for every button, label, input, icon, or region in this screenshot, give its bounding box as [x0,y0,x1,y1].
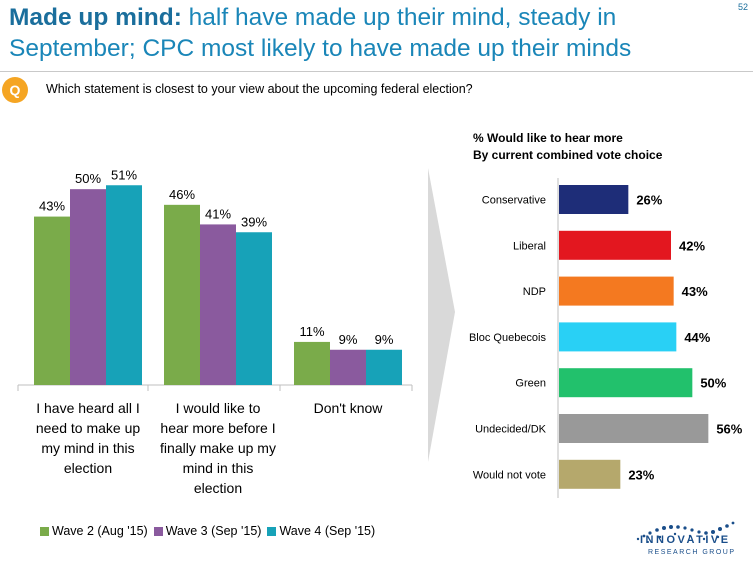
page-title: Made up mind: half have made up their mi… [9,2,709,64]
legend-item: Wave 3 (Sep '15) [153,524,262,538]
category-label: my mind in this [41,440,134,456]
bar [294,341,330,385]
category-label: election [194,480,242,496]
bar-value-label: 43% [39,199,65,214]
page-number: 52 [737,2,748,12]
right-chart-title: % Would like to hear more By current com… [473,130,662,164]
category-label: Liberal [513,240,546,252]
bar [559,322,677,352]
logo-dots-icon [636,521,735,543]
bar [330,349,366,385]
category-label: Green [515,378,546,390]
bar-value-label: 41% [205,206,231,221]
category-label: I would like to [176,400,261,416]
bar [559,230,671,260]
title-rest: half have made up their mind, steady in … [9,4,632,62]
bar [559,185,629,214]
bar [236,232,272,385]
legend-label: Wave 3 (Sep '15) [165,524,262,538]
logo-name: INNOVATIVE [640,534,731,546]
bar-value-label: 11% [299,324,324,339]
legend-item: Wave 2 (Aug '15) [40,524,148,538]
category-label: mind in this [183,460,254,476]
legend-label: Wave 4 (Sep '15) [279,524,376,538]
bar [70,189,106,385]
title-divider [0,71,753,72]
bar-value-label: 9% [339,332,358,347]
bar-value-label: 39% [241,214,267,229]
legend-label: Wave 2 (Aug '15) [52,524,148,538]
bar-value-label: 46% [169,187,195,202]
title-bold: Made up mind: [9,4,182,31]
legend-swatch [267,526,277,536]
bar-value-label: 42% [679,238,705,253]
category-label: Conservative [482,195,546,207]
right-bar-chart: Conservative 26% Liberal 42% NDP 43% Bloc Queb… [469,178,743,498]
bar [559,459,621,489]
bar-value-label: 56% [716,422,742,437]
category-label: NDP [523,286,546,298]
bar [164,204,200,385]
category-label: finally make up my [160,440,276,456]
bar [106,185,142,385]
question-badge: Q [2,77,28,103]
bar-value-label: 43% [682,284,708,299]
legend-swatch [153,526,163,536]
bar [559,414,709,443]
legend-swatch [40,526,49,536]
bar [559,276,674,306]
left-bar-chart: 43% 50% 51% I have heard all I need to make … [17,167,413,496]
question-text: Which statement is closest to your view … [46,82,473,96]
right-chart-title-line1: % Would like to hear more [473,131,623,145]
bar-value-label: 51% [111,167,137,182]
bar-value-label: 23% [628,467,654,482]
category-label: Would not vote [473,469,546,481]
bar-value-label: 50% [75,171,101,186]
category-label: need to make up [36,420,141,436]
bar [366,349,402,385]
category-label: Bloc Quebecois [469,332,547,344]
bar [559,368,693,398]
category-label: hear more before I [160,420,275,436]
bar [200,224,236,385]
category-label: Don't know [314,400,384,416]
chart-legend: Wave 2 (Aug '15) Wave 3 (Sep '15) Wave 4 (… [40,524,375,538]
legend-item: Wave 4 (Sep '15) [267,524,375,538]
logo-sub: RESEARCH GROUP [648,549,736,556]
bar-value-label: 26% [636,193,662,208]
right-chart-title-line2: By current combined vote choice [473,148,663,162]
category-label: Undecided/DK [475,424,547,436]
bar [34,216,70,385]
category-label: election [64,460,112,476]
category-label: I have heard all I [36,400,140,416]
bar-value-label: 9% [375,332,394,347]
bar-value-label: 44% [684,330,710,345]
bar-value-label: 50% [700,376,726,391]
